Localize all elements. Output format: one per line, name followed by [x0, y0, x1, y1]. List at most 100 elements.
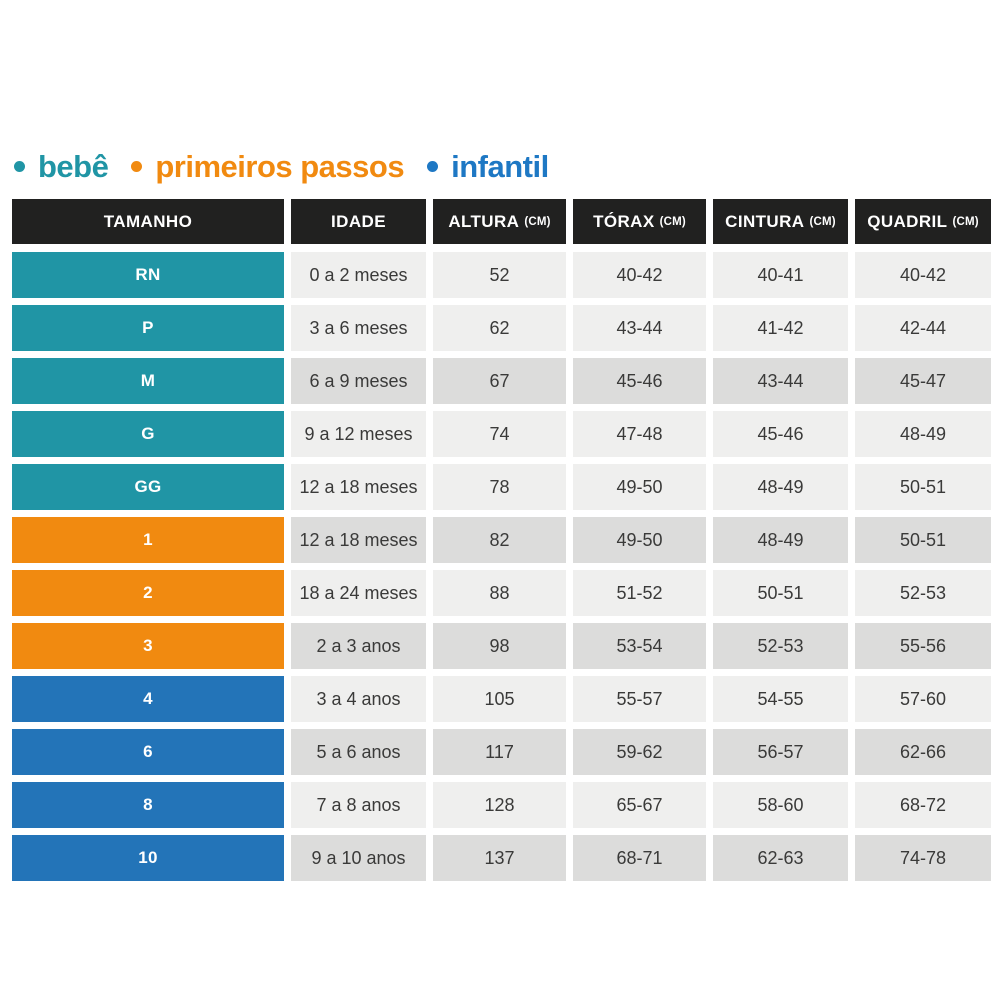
column-header-quadril: QUADRIL (CM) [855, 199, 991, 244]
torax-cell: 43-44 [573, 305, 706, 351]
torax-cell: 55-57 [573, 676, 706, 722]
bullet-icon [14, 160, 25, 172]
legend-label: infantil [451, 148, 549, 184]
idade-cell: 9 a 12 meses [291, 411, 426, 457]
altura-cell: 105 [433, 676, 566, 722]
cintura-cell: 40-41 [713, 252, 848, 298]
header-unit: (CM) [809, 215, 836, 228]
quadril-cell: 74-78 [855, 835, 991, 881]
idade-cell: 18 a 24 meses [291, 570, 426, 616]
idade-cell: 5 a 6 anos [291, 729, 426, 775]
header-label: IDADE [331, 211, 386, 231]
cintura-cell: 58-60 [713, 782, 848, 828]
legend-item-primeiros-passos: primeiros passos [131, 148, 405, 184]
idade-cell: 7 a 8 anos [291, 782, 426, 828]
torax-cell: 49-50 [573, 517, 706, 563]
cintura-cell: 50-51 [713, 570, 848, 616]
quadril-cell: 62-66 [855, 729, 991, 775]
idade-cell: 12 a 18 meses [291, 517, 426, 563]
bullet-icon [427, 160, 439, 172]
legend-item-bebe: bebê [14, 148, 109, 184]
column-header-idade: IDADE [291, 199, 426, 244]
size-cell: 3 [12, 623, 284, 669]
size-cell: P [12, 305, 284, 351]
torax-cell: 47-48 [573, 411, 706, 457]
header-unit: (CM) [952, 215, 979, 228]
header-label: TÓRAX [593, 211, 655, 231]
quadril-cell: 45-47 [855, 358, 991, 404]
cintura-cell: 43-44 [713, 358, 848, 404]
column-header-tamanho: TAMANHO [12, 199, 284, 244]
header-label: ALTURA [448, 211, 520, 231]
legend-label: bebê [38, 148, 109, 184]
quadril-cell: 50-51 [855, 517, 991, 563]
header-label: CINTURA [725, 211, 805, 231]
header-label: QUADRIL [867, 211, 948, 231]
column-header-torax: TÓRAX (CM) [573, 199, 706, 244]
altura-cell: 117 [433, 729, 566, 775]
cintura-cell: 52-53 [713, 623, 848, 669]
idade-cell: 3 a 4 anos [291, 676, 426, 722]
torax-cell: 68-71 [573, 835, 706, 881]
torax-cell: 40-42 [573, 252, 706, 298]
altura-cell: 128 [433, 782, 566, 828]
altura-cell: 67 [433, 358, 566, 404]
size-cell: G [12, 411, 284, 457]
idade-cell: 6 a 9 meses [291, 358, 426, 404]
size-cell: 4 [12, 676, 284, 722]
cintura-cell: 41-42 [713, 305, 848, 351]
altura-cell: 137 [433, 835, 566, 881]
torax-cell: 53-54 [573, 623, 706, 669]
quadril-cell: 52-53 [855, 570, 991, 616]
quadril-cell: 40-42 [855, 252, 991, 298]
idade-cell: 2 a 3 anos [291, 623, 426, 669]
column-header-altura: ALTURA (CM) [433, 199, 566, 244]
size-cell: 2 [12, 570, 284, 616]
size-chart-page: bebê primeiros passos infantil TAMANHO I… [12, 147, 991, 881]
size-chart-table: TAMANHO IDADE ALTURA (CM) TÓRAX (CM) CIN… [12, 199, 991, 881]
torax-cell: 45-46 [573, 358, 706, 404]
quadril-cell: 50-51 [855, 464, 991, 510]
torax-cell: 65-67 [573, 782, 706, 828]
altura-cell: 78 [433, 464, 566, 510]
altura-cell: 62 [433, 305, 566, 351]
quadril-cell: 55-56 [855, 623, 991, 669]
quadril-cell: 42-44 [855, 305, 991, 351]
header-label: TAMANHO [103, 211, 193, 231]
cintura-cell: 54-55 [713, 676, 848, 722]
size-cell: RN [12, 252, 284, 298]
idade-cell: 12 a 18 meses [291, 464, 426, 510]
quadril-cell: 48-49 [855, 411, 991, 457]
idade-cell: 3 a 6 meses [291, 305, 426, 351]
size-cell: 1 [12, 517, 284, 563]
size-cell: GG [12, 464, 284, 510]
torax-cell: 49-50 [573, 464, 706, 510]
altura-cell: 82 [433, 517, 566, 563]
altura-cell: 74 [433, 411, 566, 457]
legend: bebê primeiros passos infantil [14, 147, 990, 185]
bullet-icon [131, 160, 143, 172]
idade-cell: 0 a 2 meses [291, 252, 426, 298]
size-cell: 6 [12, 729, 284, 775]
altura-cell: 88 [433, 570, 566, 616]
size-cell: 10 [12, 835, 284, 881]
header-unit: (CM) [659, 215, 686, 228]
altura-cell: 52 [433, 252, 566, 298]
legend-item-infantil: infantil [427, 151, 549, 182]
size-cell: 8 [12, 782, 284, 828]
altura-cell: 98 [433, 623, 566, 669]
idade-cell: 9 a 10 anos [291, 835, 426, 881]
cintura-cell: 56-57 [713, 729, 848, 775]
quadril-cell: 57-60 [855, 676, 991, 722]
cintura-cell: 48-49 [713, 517, 848, 563]
cintura-cell: 45-46 [713, 411, 848, 457]
header-unit: (CM) [524, 215, 551, 228]
size-cell: M [12, 358, 284, 404]
torax-cell: 59-62 [573, 729, 706, 775]
quadril-cell: 68-72 [855, 782, 991, 828]
cintura-cell: 62-63 [713, 835, 848, 881]
column-header-cintura: CINTURA (CM) [713, 199, 848, 244]
legend-label: primeiros passos [155, 148, 405, 184]
torax-cell: 51-52 [573, 570, 706, 616]
cintura-cell: 48-49 [713, 464, 848, 510]
